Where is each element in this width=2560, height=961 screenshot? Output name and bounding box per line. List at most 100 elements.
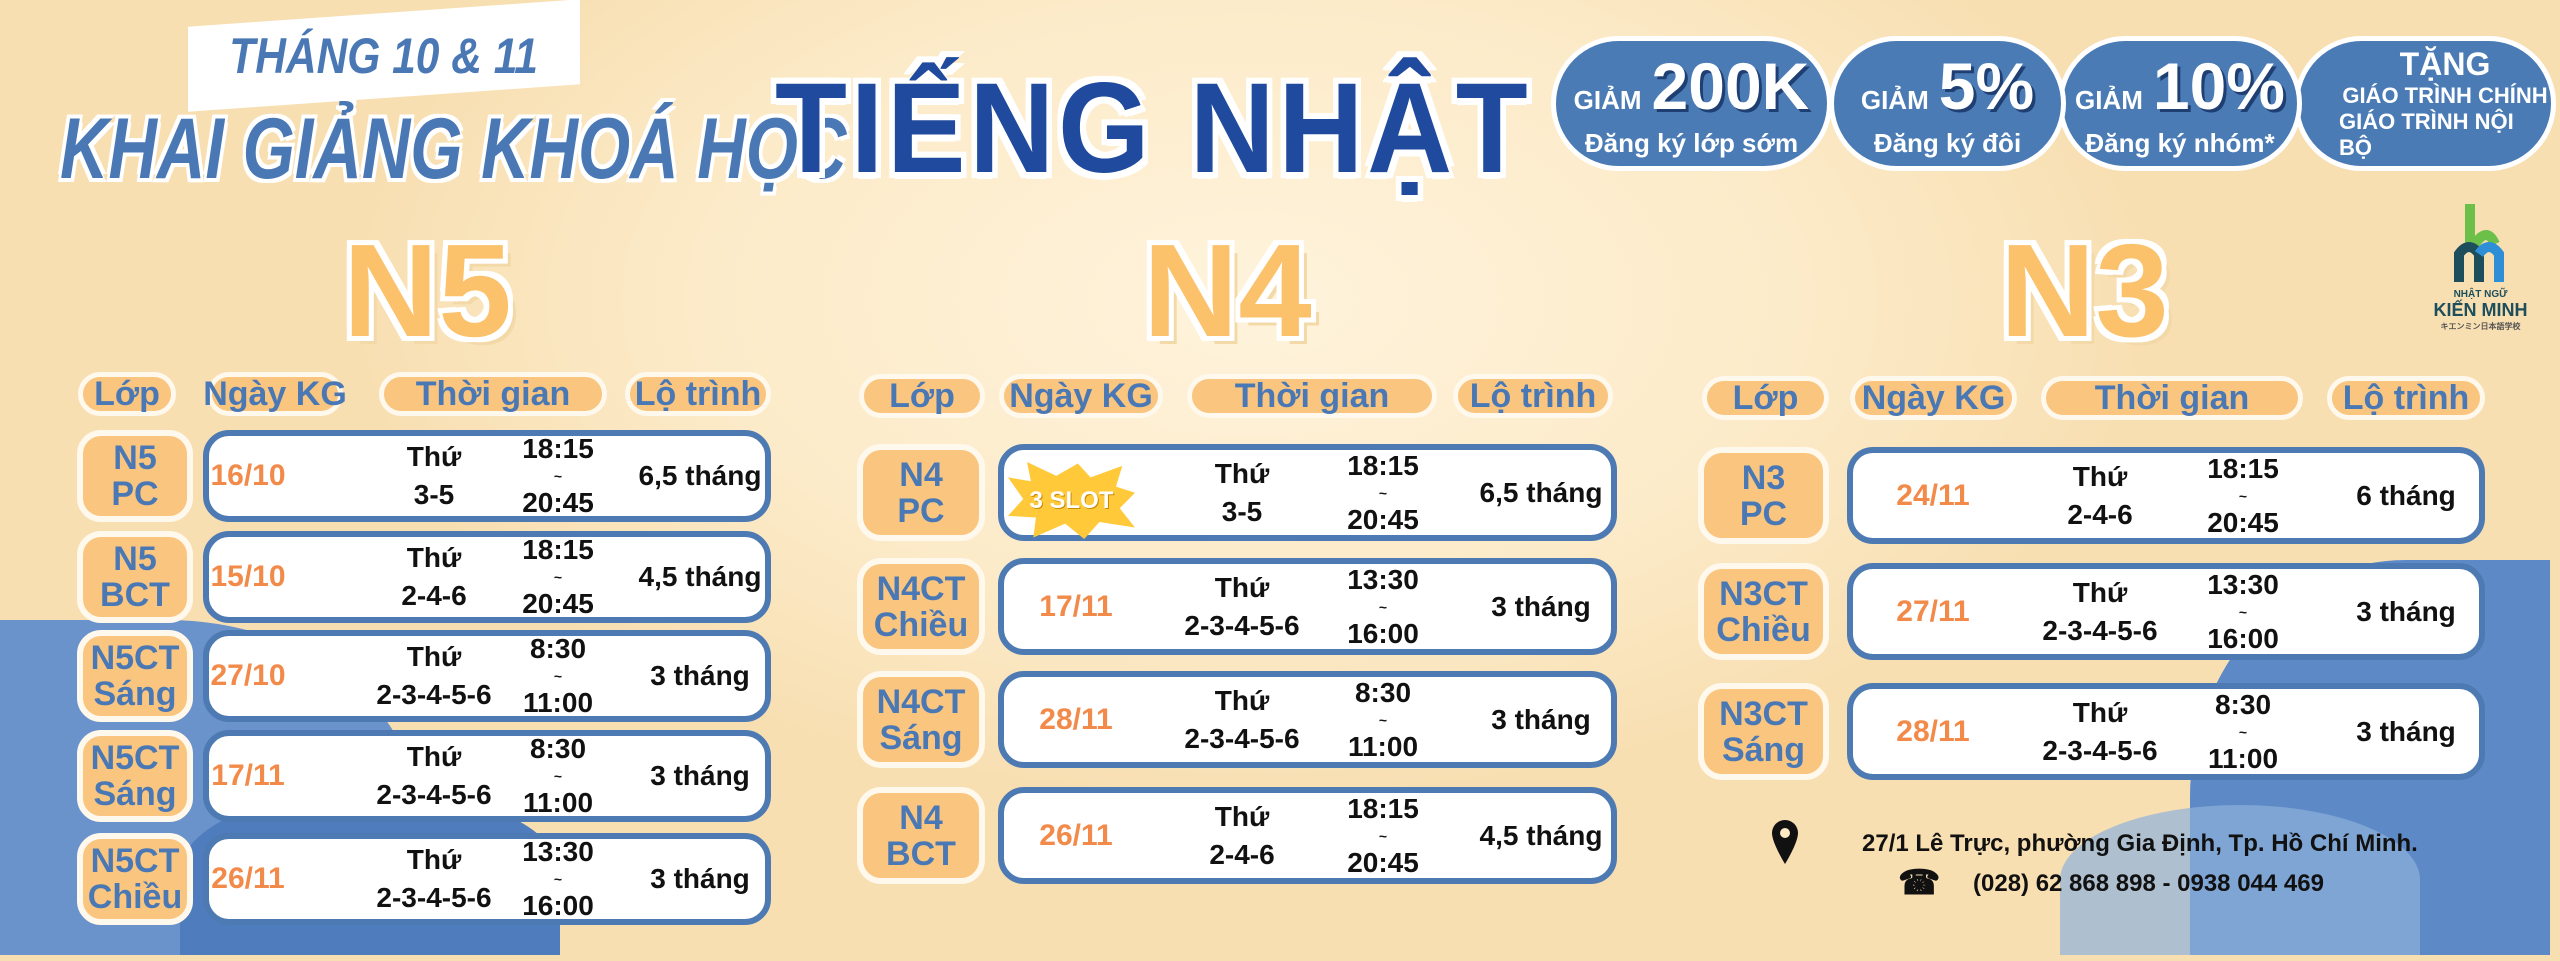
class-type: BCT: [886, 834, 956, 873]
schedule-row: 16/10 Thứ 3-5 18:15 ~20:45 6,5 tháng: [203, 430, 771, 522]
column-header: Lộ trình: [1453, 374, 1613, 418]
column-header: Lộ trình: [625, 372, 771, 416]
class-code: N4CT: [876, 682, 966, 721]
gift-line: GIÁO TRÌNH CHÍNH: [2342, 83, 2548, 108]
discount-promo: GIẢM 5% Đăng ký đôi: [1829, 36, 2066, 171]
start-time: 18:15: [2207, 452, 2279, 484]
class-code: N3CT: [1719, 694, 1808, 733]
class-code: N3: [1741, 458, 1786, 497]
class-code: N5CT: [90, 739, 180, 777]
gift-title: TẶNG: [2399, 46, 2491, 82]
schedule-row: 28/11 Thứ 2-3-4-5-6 8:30 ~11:00 3 tháng: [1847, 683, 2485, 780]
end-time: 11:00: [522, 687, 594, 718]
start-date: 15/10: [210, 560, 286, 593]
logo-jp: キエンミン日本語学校: [2440, 322, 2521, 331]
end-time: 11:00: [522, 787, 594, 818]
start-time: 8:30: [529, 733, 587, 764]
start-time: 18:15: [522, 534, 594, 565]
class-code: N5CT: [90, 639, 180, 677]
duration: 3 tháng: [2356, 715, 2456, 747]
days-cell: Thứ 2-4-6: [2067, 458, 2132, 534]
duration: 3 tháng: [2356, 595, 2456, 627]
class-type: Sáng: [93, 775, 177, 813]
time-cell: 18:15 ~20:45: [522, 534, 594, 619]
phone-icon: ☎: [1898, 864, 1941, 902]
class-code: N5CT: [90, 842, 180, 880]
day-label: Thứ: [2072, 576, 2128, 608]
start-date: 28/11: [1039, 702, 1113, 736]
class-type: PC: [897, 491, 945, 530]
days: 3-5: [413, 479, 455, 510]
class-label: N5 PC: [77, 430, 193, 522]
day-label: Thứ: [1214, 571, 1270, 603]
days-cell: Thứ 3-5: [407, 438, 461, 514]
location-pin-icon: [1772, 820, 1798, 864]
days-cell: Thứ 2-4-6: [1209, 798, 1274, 874]
end-time: 16:00: [1347, 617, 1419, 649]
time-cell: 18:15 ~20:45: [2207, 452, 2279, 538]
days: 2-4-6: [401, 580, 467, 611]
class-type: Sáng: [1721, 730, 1806, 769]
duration: 3 tháng: [1491, 590, 1591, 622]
column-header: Thời gian: [2041, 376, 2303, 420]
class-label: N4CT Sáng: [857, 671, 985, 768]
duration: 3 tháng: [1491, 703, 1591, 735]
logo-name: KIẾN MINH: [2433, 300, 2528, 320]
days: 2-3-4-5-6: [1184, 609, 1300, 641]
start-date: 26/11: [1039, 818, 1113, 852]
headline: KHAI GIẢNG KHOÁ HỌC: [60, 101, 847, 197]
column-header: Lộ trình: [2327, 376, 2485, 420]
time-cell: 8:30 ~11:00: [522, 633, 594, 718]
duration: 3 tháng: [650, 760, 750, 791]
days-cell: Thứ 2-3-4-5-6: [376, 738, 491, 814]
start-date: 17/11: [1039, 589, 1113, 623]
class-label: N5 BCT: [77, 531, 193, 623]
promo-desc: Đăng ký đôi: [1873, 128, 2022, 158]
promo-value: 5%: [1938, 49, 2035, 123]
days-cell: Thứ 2-3-4-5-6: [1184, 569, 1299, 645]
day-label: Thứ: [406, 641, 462, 672]
end-time: 20:45: [1347, 846, 1419, 878]
days: 2-3-4-5-6: [376, 882, 492, 913]
column-header: Lớp: [859, 374, 985, 418]
day-label: Thứ: [1214, 800, 1270, 832]
class-code: N4: [899, 798, 943, 837]
discount-promo: GIẢM 200K Đăng ký lớp sớm: [1551, 36, 1832, 171]
logo: NHẬT NGỮ KIẾN MINH キエンミン日本語学校: [2433, 204, 2528, 332]
class-label: N3 PC: [1698, 447, 1829, 544]
time-cell: 18:15 ~20:45: [1347, 792, 1419, 878]
days: 3-5: [1221, 495, 1263, 527]
time-cell: 18:15 ~20:45: [522, 433, 594, 518]
day-label: Thứ: [2072, 696, 2128, 728]
class-type: BCT: [100, 576, 170, 614]
schedule-row: 17/11 Thứ 2-3-4-5-6 13:30 ~16:00 3 tháng: [998, 558, 1617, 655]
start-date: 27/10: [210, 659, 286, 692]
days: 2-3-4-5-6: [376, 679, 492, 710]
time-cell: 13:30 ~16:00: [1347, 563, 1419, 649]
schedule-row: 24/11 Thứ 2-4-6 18:15 ~20:45 6 tháng: [1847, 447, 2485, 544]
start-date: 17/11: [211, 759, 285, 792]
cloud-decoration: [2060, 805, 2420, 955]
promo-value: 200K: [1651, 49, 1810, 123]
end-time: 20:45: [522, 487, 594, 518]
class-label: N5CT Chiều: [77, 833, 193, 925]
logo-mark-icon: [2453, 204, 2504, 282]
start-time: 18:15: [522, 433, 594, 464]
end-time: 16:00: [2207, 622, 2279, 654]
end-time: 20:45: [2207, 506, 2279, 538]
day-label: Thứ: [406, 542, 462, 573]
days-cell: Thứ 2-3-4-5-6: [2042, 694, 2157, 770]
days-cell: Thứ 2-3-4-5-6: [376, 841, 491, 917]
end-time: 20:45: [1347, 503, 1419, 535]
column-header: Ngày KG: [999, 374, 1163, 418]
time-cell: 13:30 ~16:00: [522, 836, 594, 921]
schedule-row: 27/10 Thứ 2-3-4-5-6 8:30 ~11:00 3 tháng: [203, 630, 771, 722]
start-date: 24/11: [1896, 478, 1970, 512]
class-code: N4: [899, 455, 943, 494]
address: 27/1 Lê Trực, phường Gia Định, Tp. Hồ Ch…: [1862, 830, 2418, 857]
column-header: Lớp: [78, 372, 176, 416]
start-time: 8:30: [2214, 688, 2272, 720]
column-header: Ngày KG: [203, 372, 347, 416]
duration: 6,5 tháng: [1479, 476, 1603, 508]
start-time: 13:30: [1347, 563, 1419, 595]
